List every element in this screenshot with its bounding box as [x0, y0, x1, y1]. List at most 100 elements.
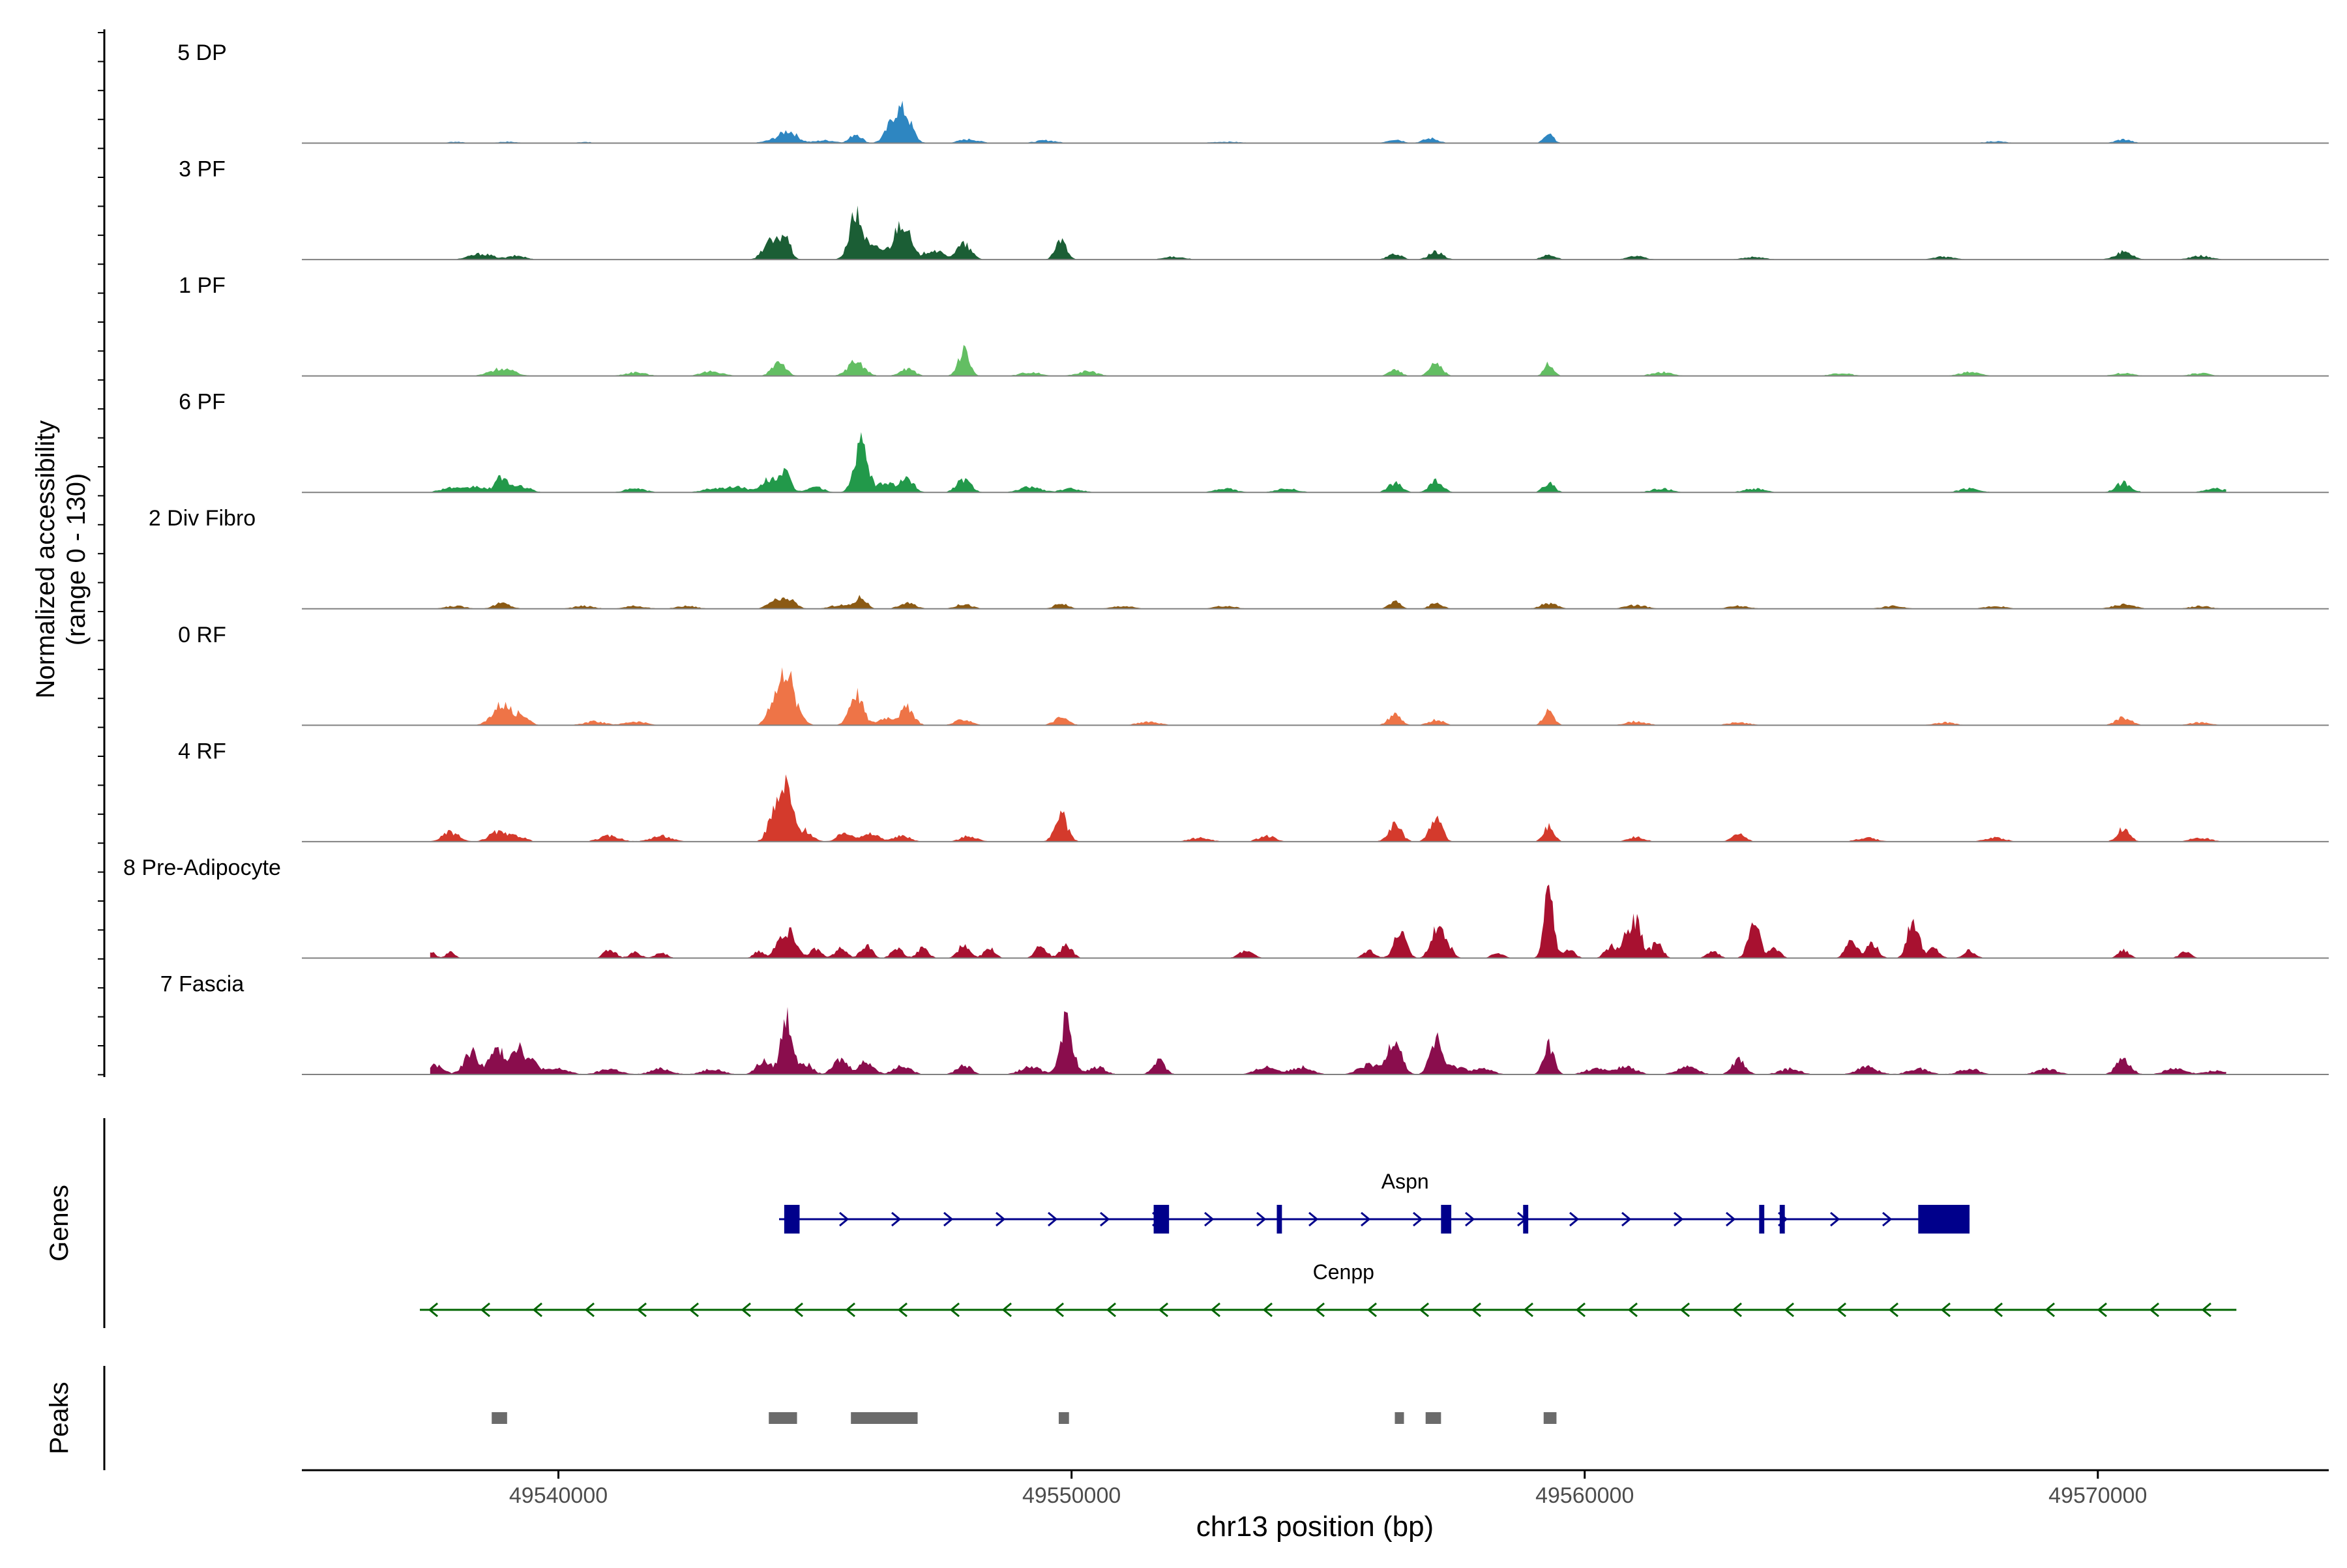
peaks-axis-title: Peaks: [45, 1382, 74, 1454]
exon: [1759, 1205, 1765, 1234]
genes-axis-title: Genes: [45, 1185, 74, 1262]
strand-arrow: [1204, 1211, 1215, 1227]
strand-arrow: [897, 1302, 908, 1318]
gene-aspn: Aspn: [778, 1170, 1970, 1234]
strand-arrow: [1940, 1302, 1951, 1318]
strand-arrow: [1158, 1302, 1168, 1318]
peak-region: [1395, 1412, 1404, 1424]
strand-arrow: [1674, 1211, 1684, 1227]
strand-arrow: [1413, 1211, 1423, 1227]
strand-arrow: [943, 1211, 954, 1227]
strand-arrow: [1106, 1302, 1116, 1318]
coverage-area: [430, 667, 2226, 726]
exon: [1779, 1205, 1785, 1234]
strand-arrow: [1523, 1302, 1533, 1318]
strand-arrow: [1888, 1302, 1898, 1318]
strand-arrow: [1048, 1211, 1058, 1227]
strand-arrow: [1210, 1302, 1220, 1318]
track-label: 7 Fascia: [160, 971, 244, 996]
strand-arrow: [793, 1302, 803, 1318]
track-label: 4 RF: [178, 739, 226, 763]
coverage-area: [430, 884, 2226, 958]
strand-arrow: [839, 1211, 849, 1227]
strand-arrow: [688, 1302, 699, 1318]
strand-arrow: [1419, 1302, 1429, 1318]
strand-arrow: [1569, 1211, 1580, 1227]
track-label: 0 RF: [178, 623, 226, 647]
strand-arrow: [1256, 1211, 1267, 1227]
x-tick-label: 49570000: [2048, 1483, 2147, 1508]
exon: [1523, 1205, 1529, 1234]
coverage-tracks: 5 DP 3 PF 1 PF 6 PF 2 Div Fibro 0 RF 4 RF 8 Pre…: [123, 40, 2329, 1075]
strand-arrow: [1726, 1211, 1736, 1227]
y-axis-title-line1: Normalized accessibility: [31, 421, 60, 699]
strand-arrow: [2044, 1302, 2055, 1318]
strand-arrow: [1575, 1302, 1586, 1318]
peak-regions: [492, 1412, 1557, 1424]
track-1-pf: 1 PF: [179, 273, 2329, 377]
track-8-pre-adipocyte: 8 Pre-Adipocyte: [123, 855, 2329, 959]
track-3-pf: 3 PF: [179, 157, 2329, 261]
track-label: 3 PF: [179, 157, 226, 182]
x-tick-label: 49540000: [509, 1483, 608, 1508]
x-axis-title: chr13 position (bp): [1196, 1511, 1434, 1543]
track-label: 5 DP: [177, 40, 227, 65]
strand-arrow: [2201, 1302, 2211, 1318]
peak-region: [1058, 1412, 1069, 1424]
strand-arrow: [2149, 1302, 2159, 1318]
track-4-rf: 4 RF: [178, 739, 2329, 842]
x-tick-label: 49560000: [1535, 1483, 1634, 1508]
gene-label: Cenpp: [1313, 1260, 1374, 1284]
track-label: 6 PF: [179, 390, 226, 415]
peak-region: [769, 1412, 797, 1424]
strand-arrow: [1836, 1302, 1846, 1318]
y-axis-ticks: [98, 32, 104, 1076]
gene-label: Aspn: [1381, 1170, 1429, 1193]
strand-arrow: [1262, 1302, 1273, 1318]
exon: [1153, 1205, 1170, 1234]
strand-arrow: [1308, 1211, 1319, 1227]
strand-arrow: [1361, 1211, 1371, 1227]
coverage-area: [430, 595, 2226, 609]
strand-arrow: [1001, 1302, 1012, 1318]
coverage-area: [430, 1007, 2226, 1074]
x-axis-ticks: 49540000 49550000 49560000 49570000: [509, 1470, 2147, 1508]
strand-arrow: [532, 1302, 542, 1318]
exon: [1918, 1205, 1970, 1234]
strand-arrow: [1830, 1211, 1840, 1227]
gene-cenpp: Cenpp: [420, 1260, 2237, 1318]
strand-arrow: [1465, 1211, 1475, 1227]
peak-region: [851, 1412, 918, 1424]
strand-arrow: [1627, 1302, 1638, 1318]
peak-region: [492, 1412, 507, 1424]
strand-arrow: [1621, 1211, 1632, 1227]
strand-arrow: [996, 1211, 1006, 1227]
exon: [1277, 1205, 1282, 1234]
peak-region: [1543, 1412, 1557, 1424]
strand-arrow: [1882, 1211, 1893, 1227]
strand-arrow: [1784, 1302, 1794, 1318]
strand-arrow: [891, 1211, 902, 1227]
x-tick-label: 49550000: [1022, 1483, 1121, 1508]
strand-arrow: [428, 1302, 438, 1318]
strand-arrow: [1054, 1302, 1064, 1318]
y-axis: [98, 29, 106, 1077]
track-6-pf: 6 PF: [179, 390, 2329, 494]
strand-arrow: [480, 1302, 490, 1318]
track-0-rf: 0 RF: [178, 623, 2329, 726]
peak-region: [1425, 1412, 1441, 1424]
strand-arrow: [1100, 1211, 1110, 1227]
strand-arrow: [1366, 1302, 1377, 1318]
strand-arrow: [584, 1302, 595, 1318]
peaks-panel: Peaks: [45, 1366, 1557, 1470]
track-2-div-fibro: 2 Div Fibro: [149, 506, 2329, 610]
gene-models: Aspn Cenpp: [420, 1170, 2237, 1318]
strand-arrow: [2097, 1302, 2107, 1318]
track-label: 1 PF: [179, 273, 226, 298]
track-7-fascia: 7 Fascia: [160, 971, 2329, 1075]
strand-arrow: [845, 1302, 855, 1318]
exon: [784, 1205, 800, 1234]
y-axis-title-line2: (range 0 - 130): [62, 473, 91, 646]
strand-arrow: [1314, 1302, 1325, 1318]
